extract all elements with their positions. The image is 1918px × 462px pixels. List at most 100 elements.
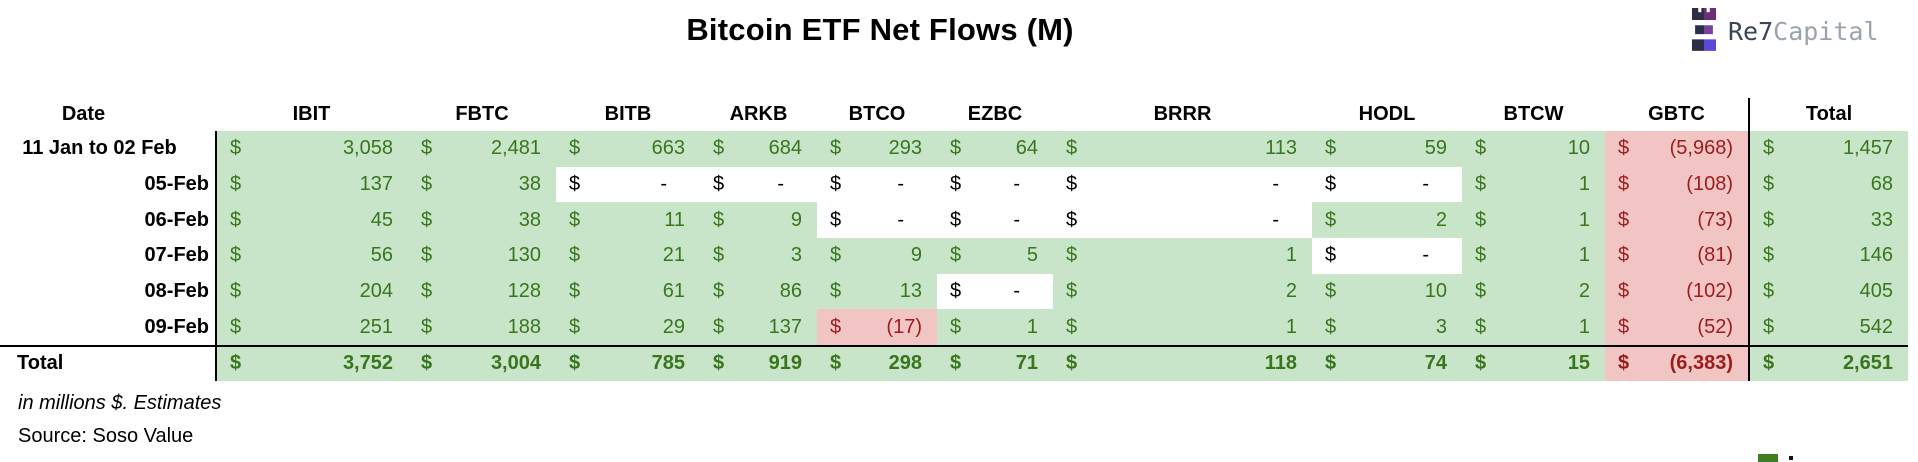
dollar-sign: $ [950, 173, 962, 196]
cell-value: 29 [662, 315, 685, 338]
cell-total-06-feb: $33 [1748, 202, 1908, 239]
cell-value: 11 [664, 208, 685, 231]
cell-value: 405 [1859, 280, 1893, 303]
cell-value: 2 [1435, 208, 1447, 231]
cell-value: 74 [1424, 352, 1447, 375]
cell-ibit-total: $3,752 [215, 345, 408, 381]
column-header-total: Total [1748, 98, 1908, 131]
cell-value: 9 [790, 208, 802, 231]
dollar-sign: $ [950, 315, 962, 338]
dollar-sign: $ [1475, 208, 1487, 231]
dollar-sign: $ [713, 244, 725, 267]
cell-value: 3,752 [342, 352, 393, 375]
cell-value: 71 [1015, 352, 1038, 375]
cell-value: 146 [1859, 244, 1893, 267]
cell-value: 1 [1285, 244, 1297, 267]
cell-value: 61 [662, 280, 685, 303]
dollar-sign: $ [230, 280, 242, 303]
cell-value: 684 [768, 137, 802, 160]
cell-ibit-11-jan-to-02-feb: $3,058 [215, 131, 408, 167]
dollar-sign: $ [1325, 244, 1337, 267]
cell-brrr-11-jan-to-02-feb: $113 [1053, 131, 1312, 167]
cell-btcw-06-feb: $1 [1462, 202, 1605, 239]
cell-bitb-08-feb: $61 [556, 273, 700, 310]
cell-fbtc-09-feb: $188 [408, 309, 556, 346]
cell-brrr-06-feb: $ - [1053, 202, 1312, 239]
units-footnote: in millions $. Estimates [18, 391, 222, 414]
column-header-btcw: BTCW [1462, 98, 1605, 131]
cell-value: 9 [910, 244, 922, 267]
cell-arkb-06-feb: $9 [700, 202, 817, 239]
column-header-ibit: IBIT [215, 98, 408, 131]
source-footnote: Source: Soso Value [18, 424, 194, 447]
cell-value: 1,457 [1842, 137, 1893, 160]
cell-value: 137 [768, 315, 802, 338]
cell-hodl-06-feb: $2 [1312, 202, 1462, 239]
cell-value: 10 [1424, 280, 1447, 303]
cell-total-05-feb: $68 [1748, 166, 1908, 203]
cell-gbtc-06-feb: $ (73) [1605, 202, 1748, 239]
dollar-sign: $ [569, 352, 581, 375]
cell-total-08-feb: $405 [1748, 273, 1908, 310]
cell-value: 15 [1567, 352, 1590, 375]
cell-value: 86 [779, 280, 802, 303]
dollar-sign: $ [713, 137, 725, 160]
row-label-05-feb: 05-Feb [0, 166, 215, 203]
dollar-sign: $ [950, 208, 962, 231]
dollar-sign: $ [230, 173, 242, 196]
cell-ezbc-total: $71 [937, 345, 1053, 381]
dollar-sign: $ [830, 244, 842, 267]
cell-btco-11-jan-to-02-feb: $293 [817, 131, 937, 167]
page-title: Bitcoin ETF Net Flows (M) [686, 12, 1074, 47]
dollar-sign: $ [569, 208, 581, 231]
cell-btco-05-feb: $ - [817, 166, 937, 203]
cell-value: (108) [1686, 173, 1733, 196]
dollar-sign: $ [950, 280, 962, 303]
cell-value: 45 [370, 208, 393, 231]
dollar-sign: $ [950, 352, 962, 375]
dollar-sign: $ [1763, 208, 1775, 231]
cell-value: 33 [1870, 208, 1893, 231]
dollar-sign: $ [1475, 137, 1487, 160]
cell-total-09-feb: $542 [1748, 309, 1908, 346]
cell-ezbc-07-feb: $5 [937, 238, 1053, 274]
cell-ibit-05-feb: $137 [215, 166, 408, 203]
cell-value: 188 [507, 315, 541, 338]
cell-arkb-11-jan-to-02-feb: $684 [700, 131, 817, 167]
cell-value: 130 [507, 244, 541, 267]
dollar-sign: $ [830, 137, 842, 160]
row-label-08-feb: 08-Feb [0, 273, 215, 310]
dollar-sign: $ [1618, 173, 1630, 196]
cell-value: 13 [899, 280, 922, 303]
cell-fbtc-total: $3,004 [408, 345, 556, 381]
dollar-sign: $ [1475, 244, 1487, 267]
cell-ezbc-05-feb: $ - [937, 166, 1053, 203]
dollar-sign: $ [830, 280, 842, 303]
cell-value: (6,383) [1669, 352, 1733, 375]
dollar-sign: $ [1618, 280, 1630, 303]
cell-value: 21 [662, 244, 685, 267]
cell-btco-09-feb: $ (17) [817, 309, 937, 346]
cell-value: 3 [1435, 315, 1447, 338]
cell-value: 1 [1578, 208, 1590, 231]
dollar-sign: $ [421, 280, 433, 303]
cell-btcw-09-feb: $1 [1462, 309, 1605, 346]
cell-value: 2,481 [490, 137, 541, 160]
cell-value: 113 [1265, 137, 1297, 160]
row-label-11-jan-to-02-feb: 11 Jan to 02 Feb [0, 131, 215, 167]
dollar-sign: $ [569, 244, 581, 267]
dollar-sign: $ [230, 244, 242, 267]
cell-fbtc-11-jan-to-02-feb: $2,481 [408, 131, 556, 167]
cell-value: 10 [1567, 137, 1590, 160]
dollar-sign: $ [1325, 208, 1337, 231]
cell-ibit-07-feb: $56 [215, 238, 408, 274]
dollar-sign: $ [1066, 315, 1078, 338]
cell-value: 1 [1578, 173, 1590, 196]
cell-ibit-06-feb: $45 [215, 202, 408, 239]
cell-value: 1 [1578, 315, 1590, 338]
dollar-sign: $ [1325, 173, 1337, 196]
cell-value: 293 [888, 137, 922, 160]
cell-fbtc-07-feb: $130 [408, 238, 556, 274]
castle-rook-icon [1691, 8, 1717, 51]
cell-value: - [1422, 173, 1429, 196]
